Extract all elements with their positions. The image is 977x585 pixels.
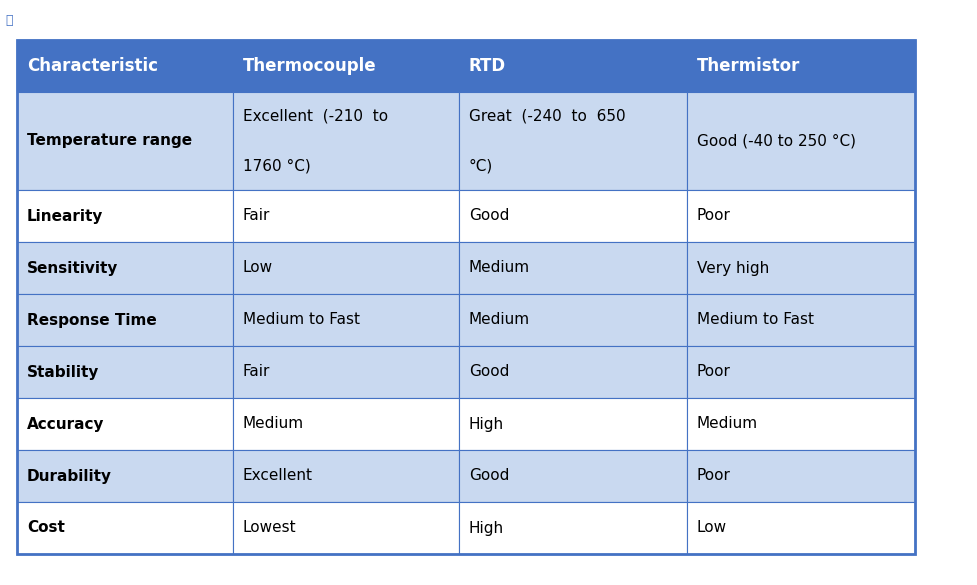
Text: Temperature range: Temperature range — [27, 133, 192, 149]
Bar — [233, 398, 459, 450]
Text: Thermocouple: Thermocouple — [243, 57, 376, 75]
Text: Excellent: Excellent — [243, 469, 313, 483]
Text: Response Time: Response Time — [27, 312, 156, 328]
Text: Linearity: Linearity — [27, 208, 104, 223]
Bar — [687, 346, 915, 398]
Bar — [459, 40, 687, 92]
Text: Stability: Stability — [27, 364, 100, 380]
Bar — [687, 294, 915, 346]
Text: ⤢: ⤢ — [5, 13, 13, 26]
Bar — [233, 450, 459, 502]
Bar — [17, 92, 233, 190]
Bar — [459, 502, 687, 554]
Bar — [233, 502, 459, 554]
Text: Good: Good — [469, 208, 509, 223]
Bar — [17, 294, 233, 346]
Bar — [17, 502, 233, 554]
Text: Fair: Fair — [243, 208, 271, 223]
Text: Low: Low — [243, 260, 274, 276]
Bar — [687, 92, 915, 190]
Text: Accuracy: Accuracy — [27, 417, 105, 432]
Text: Medium: Medium — [243, 417, 304, 432]
Bar — [459, 92, 687, 190]
Text: Poor: Poor — [697, 469, 731, 483]
Text: Good: Good — [469, 469, 509, 483]
Bar — [687, 242, 915, 294]
Text: Medium: Medium — [697, 417, 758, 432]
Text: Very high: Very high — [697, 260, 769, 276]
Bar — [687, 450, 915, 502]
Text: Medium to Fast: Medium to Fast — [243, 312, 360, 328]
Text: Good: Good — [469, 364, 509, 380]
Bar — [687, 190, 915, 242]
Text: Thermistor: Thermistor — [697, 57, 800, 75]
Bar — [233, 190, 459, 242]
Bar — [17, 190, 233, 242]
Text: Fair: Fair — [243, 364, 271, 380]
Bar — [687, 40, 915, 92]
Text: High: High — [469, 417, 504, 432]
Text: Good (-40 to 250 °C): Good (-40 to 250 °C) — [697, 133, 856, 149]
Bar — [17, 242, 233, 294]
Text: Great  (-240  to  650

°C): Great (-240 to 650 °C) — [469, 109, 625, 173]
Text: RTD: RTD — [469, 57, 506, 75]
Bar — [687, 398, 915, 450]
Bar — [459, 450, 687, 502]
Text: Durability: Durability — [27, 469, 112, 483]
Bar — [17, 40, 915, 554]
Text: Lowest: Lowest — [243, 521, 297, 535]
Bar — [233, 242, 459, 294]
Text: Cost: Cost — [27, 521, 64, 535]
Bar — [459, 190, 687, 242]
Text: Excellent  (-210  to

1760 °C): Excellent (-210 to 1760 °C) — [243, 109, 388, 173]
Text: Medium: Medium — [469, 312, 531, 328]
Text: Poor: Poor — [697, 364, 731, 380]
Bar — [459, 346, 687, 398]
Bar — [233, 294, 459, 346]
Bar — [233, 346, 459, 398]
Text: Poor: Poor — [697, 208, 731, 223]
Bar — [17, 346, 233, 398]
Bar — [233, 92, 459, 190]
Text: Medium to Fast: Medium to Fast — [697, 312, 814, 328]
Text: High: High — [469, 521, 504, 535]
Text: Medium: Medium — [469, 260, 531, 276]
Bar — [687, 502, 915, 554]
Text: Low: Low — [697, 521, 727, 535]
Bar — [459, 242, 687, 294]
Text: Sensitivity: Sensitivity — [27, 260, 118, 276]
Bar — [17, 450, 233, 502]
Bar — [17, 40, 233, 92]
Text: Characteristic: Characteristic — [27, 57, 158, 75]
Bar — [233, 40, 459, 92]
Bar — [459, 398, 687, 450]
Bar — [17, 398, 233, 450]
Bar — [459, 294, 687, 346]
